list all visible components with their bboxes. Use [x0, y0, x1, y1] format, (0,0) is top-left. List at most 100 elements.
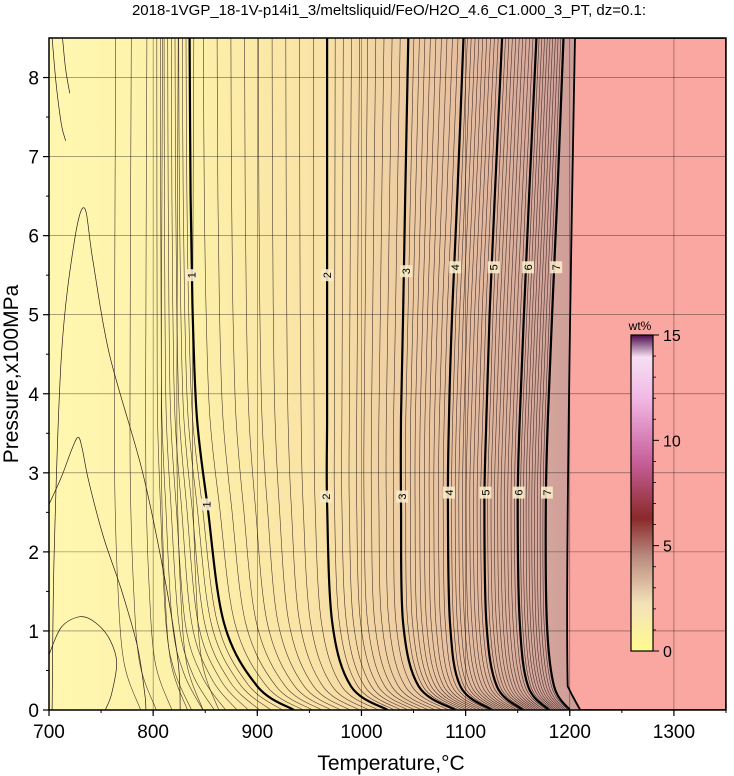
- minor-contour-line: [405, 38, 459, 710]
- contour-label: 4: [444, 490, 456, 496]
- minor-contour-line: [542, 38, 568, 710]
- x-axis-label: Temperature,°C: [317, 752, 464, 775]
- minor-contour-line: [433, 38, 481, 710]
- contour-label-group: 2: [321, 269, 334, 282]
- minor-contour-line: [216, 38, 313, 710]
- minor-contour-line: [156, 38, 192, 710]
- x-tick-label: 700: [33, 722, 65, 743]
- low-contour-line: [49, 436, 147, 710]
- contour-label-bg: [550, 261, 563, 274]
- minor-contour-line: [203, 38, 304, 710]
- contour-label-bg: [320, 490, 333, 503]
- contour-label: 7: [542, 490, 554, 496]
- minor-contour-line: [497, 38, 534, 710]
- minor-contour-line: [271, 38, 351, 710]
- contour-label-group: 4: [442, 486, 456, 499]
- minor-contour-line: [500, 38, 537, 710]
- minor-contour-line: [494, 38, 531, 710]
- minor-contour-line: [378, 38, 436, 710]
- minor-contour-line: [356, 38, 415, 710]
- low-region-contours: [49, 38, 181, 710]
- colorbar-tick-label: 15: [663, 328, 681, 345]
- minor-contour-line: [480, 38, 520, 710]
- minor-contour-line: [409, 38, 463, 710]
- minor-contour-line: [163, 38, 215, 710]
- colorbar-ticks: 0 5 10 15: [653, 328, 681, 661]
- low-contour-line: [49, 616, 118, 710]
- colorbar-gradient: [630, 334, 654, 652]
- major-contour-6: [516, 38, 550, 710]
- y-tick-label: 8: [28, 69, 39, 90]
- major-contours: [188, 38, 571, 710]
- contour-label-group: 6: [512, 486, 526, 499]
- minor-contour-line: [537, 38, 564, 710]
- minor-contour-line: [313, 38, 379, 710]
- contour-label-bg: [512, 486, 525, 499]
- y-axis-ticks: 0 1 2 3 4 5 6 7 8: [28, 69, 49, 722]
- minor-contour-line: [348, 38, 408, 710]
- contour-label-group: 6: [522, 261, 535, 274]
- contour-label: 1: [201, 501, 213, 507]
- minor-contour-line: [490, 38, 529, 710]
- y-tick-label: 6: [28, 227, 39, 248]
- minor-contour-line: [341, 38, 402, 710]
- minor-contours: [114, 38, 568, 710]
- minor-contour-line: [258, 38, 341, 710]
- minor-contour-line: [230, 38, 323, 710]
- contour-label-bg: [449, 261, 462, 274]
- minor-contour-line: [510, 38, 544, 710]
- minor-contour-line: [182, 38, 272, 710]
- y-tick-label: 2: [28, 543, 39, 564]
- minor-contour-line: [385, 38, 442, 710]
- contour-label: 2: [322, 272, 334, 278]
- contour-label-bg: [540, 486, 553, 499]
- x-tick-label: 1100: [445, 722, 486, 743]
- minor-contour-line: [160, 38, 204, 710]
- minor-contour-line: [393, 38, 449, 710]
- contour-label-group: 5: [487, 261, 501, 274]
- minor-contour-line: [244, 38, 332, 710]
- contour-label: 3: [397, 493, 409, 499]
- contour-labels: 1 1 2 2 3 3 4 4 5 5 6 6 7 7: [185, 261, 563, 511]
- contour-label-bg: [400, 265, 413, 278]
- minor-contour-line: [473, 38, 514, 710]
- contour-label-group: 7: [550, 261, 563, 274]
- colorbar-tick-label: 5: [663, 539, 672, 556]
- minor-contour-line: [520, 38, 552, 710]
- minor-contour-line: [454, 38, 499, 710]
- major-contour-5: [483, 38, 524, 710]
- chart-title: 2018-1VGP_18-1V-p14i1_3/meltsliquid/FeO/…: [132, 2, 646, 19]
- y-tick-label: 1: [28, 622, 39, 643]
- minor-contour-line: [462, 38, 505, 710]
- grid-lines: [49, 38, 726, 710]
- low-contour-line: [62, 38, 71, 94]
- x-tick-label: 900: [241, 722, 273, 743]
- minor-contour-line: [419, 38, 470, 710]
- contour-label: 4: [450, 264, 462, 270]
- minor-contour-line: [465, 38, 508, 710]
- minor-contour-line: [428, 38, 478, 710]
- x-tick-label: 1200: [549, 722, 591, 743]
- minor-contour-line: [171, 38, 238, 710]
- contour-label-bg: [522, 261, 535, 274]
- contour-label-group: 5: [479, 486, 492, 499]
- contour-label: 5: [489, 264, 501, 270]
- x-tick-label: 1300: [653, 722, 695, 743]
- y-axis-label: Pressure,x100MPa: [0, 284, 23, 463]
- contour-label: 6: [514, 490, 526, 496]
- y-tick-label: 4: [28, 385, 39, 406]
- minor-contour-line: [299, 38, 369, 710]
- contour-label-group: 3: [396, 490, 409, 503]
- low-contour-line: [51, 38, 67, 141]
- minor-contour-line: [525, 38, 556, 710]
- minor-contour-line: [451, 38, 495, 710]
- y-tick-label: 5: [28, 306, 39, 327]
- minor-contour-line: [476, 38, 517, 710]
- colorbar-tick-label: 0: [663, 644, 672, 661]
- minor-contour-line: [178, 38, 260, 710]
- contour-label: 3: [401, 268, 413, 274]
- contour-label-bg: [442, 486, 455, 499]
- contour-label-group: 1: [185, 269, 199, 282]
- contour-label: 1: [187, 272, 199, 278]
